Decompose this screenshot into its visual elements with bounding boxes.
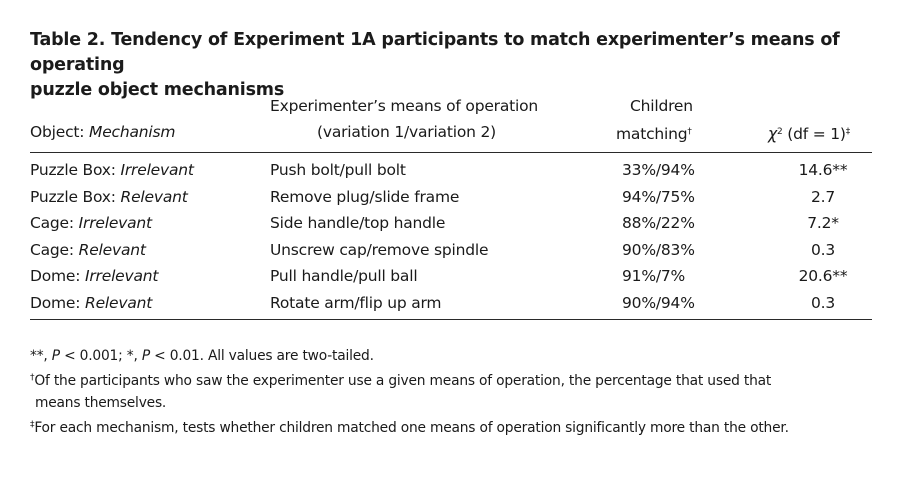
- row-means: Push bolt/pull bolt: [270, 161, 406, 179]
- row-means: Rotate arm/flip up arm: [270, 293, 442, 312]
- row-means: Remove plug/slide frame: [270, 187, 460, 206]
- caption-line-1: Table 2. Tendency of Experiment 1A parti…: [30, 30, 840, 75]
- header-means-line-2: (variation 1/variation 2): [317, 123, 496, 141]
- table-row: Dome: Relevant Rotate arm/flip up arm 90…: [30, 290, 872, 317]
- dagger-footnote: †Of the participants who saw the experim…: [30, 373, 772, 389]
- row-means: Unscrew cap/remove spindle: [270, 240, 489, 259]
- header-means-line-1: Experimenter’s means of operation: [270, 97, 539, 115]
- table-caption: Table 2. Tendency of Experiment 1A parti…: [30, 28, 880, 103]
- row-chi: 14.6**: [798, 161, 848, 179]
- header-children-line-2: matching†: [616, 125, 692, 143]
- table-row: Puzzle Box: Irrelevant Push bolt/pull bo…: [30, 157, 872, 184]
- caption-line-2: puzzle object mechanisms: [30, 80, 285, 100]
- table-row: Puzzle Box: Relevant Remove plug/slide f…: [30, 184, 872, 211]
- table-header: Object: Mechanism Experimenter’s means o…: [30, 88, 872, 153]
- dagger-mark: †: [687, 127, 692, 137]
- row-matching: 88%/22%: [622, 214, 695, 232]
- row-chi: 7.2*: [807, 214, 839, 232]
- row-chi: 0.3: [810, 293, 836, 312]
- row-means: Pull handle/pull ball: [270, 267, 418, 285]
- table-row: Cage: Relevant Unscrew cap/remove spindl…: [30, 237, 872, 264]
- header-chi-square: χ2 (df = 1)‡: [768, 125, 851, 143]
- row-object: Cage: Relevant: [30, 240, 146, 259]
- row-means: Side handle/top handle: [270, 214, 446, 232]
- row-matching: 90%/94%: [622, 293, 695, 312]
- row-matching: 90%/83%: [622, 240, 695, 259]
- table-row: Cage: Irrelevant Side handle/top handle …: [30, 210, 872, 237]
- significance-note: **, P < 0.001; *, P < 0.01. All values a…: [30, 348, 374, 364]
- header-children-line-1: Children: [630, 97, 693, 115]
- double-dagger-footnote: ‡For each mechanism, tests whether child…: [30, 420, 789, 436]
- row-chi: 20.6**: [798, 267, 848, 285]
- row-object: Cage: Irrelevant: [30, 214, 152, 232]
- table-body: Puzzle Box: Irrelevant Push bolt/pull bo…: [30, 153, 872, 320]
- double-dagger-mark: ‡: [845, 127, 851, 137]
- row-matching: 91%/7%: [622, 267, 686, 285]
- row-matching: 33%/94%: [622, 161, 695, 179]
- table-footnotes: **, P < 0.001; *, P < 0.01. All values a…: [30, 345, 880, 439]
- row-chi: 2.7: [810, 187, 836, 206]
- row-object: Puzzle Box: Irrelevant: [30, 161, 194, 179]
- row-object: Dome: Relevant: [30, 293, 153, 312]
- header-object-mechanism: Object: Mechanism: [30, 123, 176, 141]
- row-chi: 0.3: [810, 240, 836, 259]
- row-object: Dome: Irrelevant: [30, 267, 159, 285]
- dagger-footnote-continued: means themselves.: [35, 395, 167, 411]
- row-matching: 94%/75%: [622, 187, 695, 206]
- table-row: Dome: Irrelevant Pull handle/pull ball 9…: [30, 263, 872, 290]
- data-table: Object: Mechanism Experimenter’s means o…: [30, 88, 872, 320]
- row-object: Puzzle Box: Relevant: [30, 187, 188, 206]
